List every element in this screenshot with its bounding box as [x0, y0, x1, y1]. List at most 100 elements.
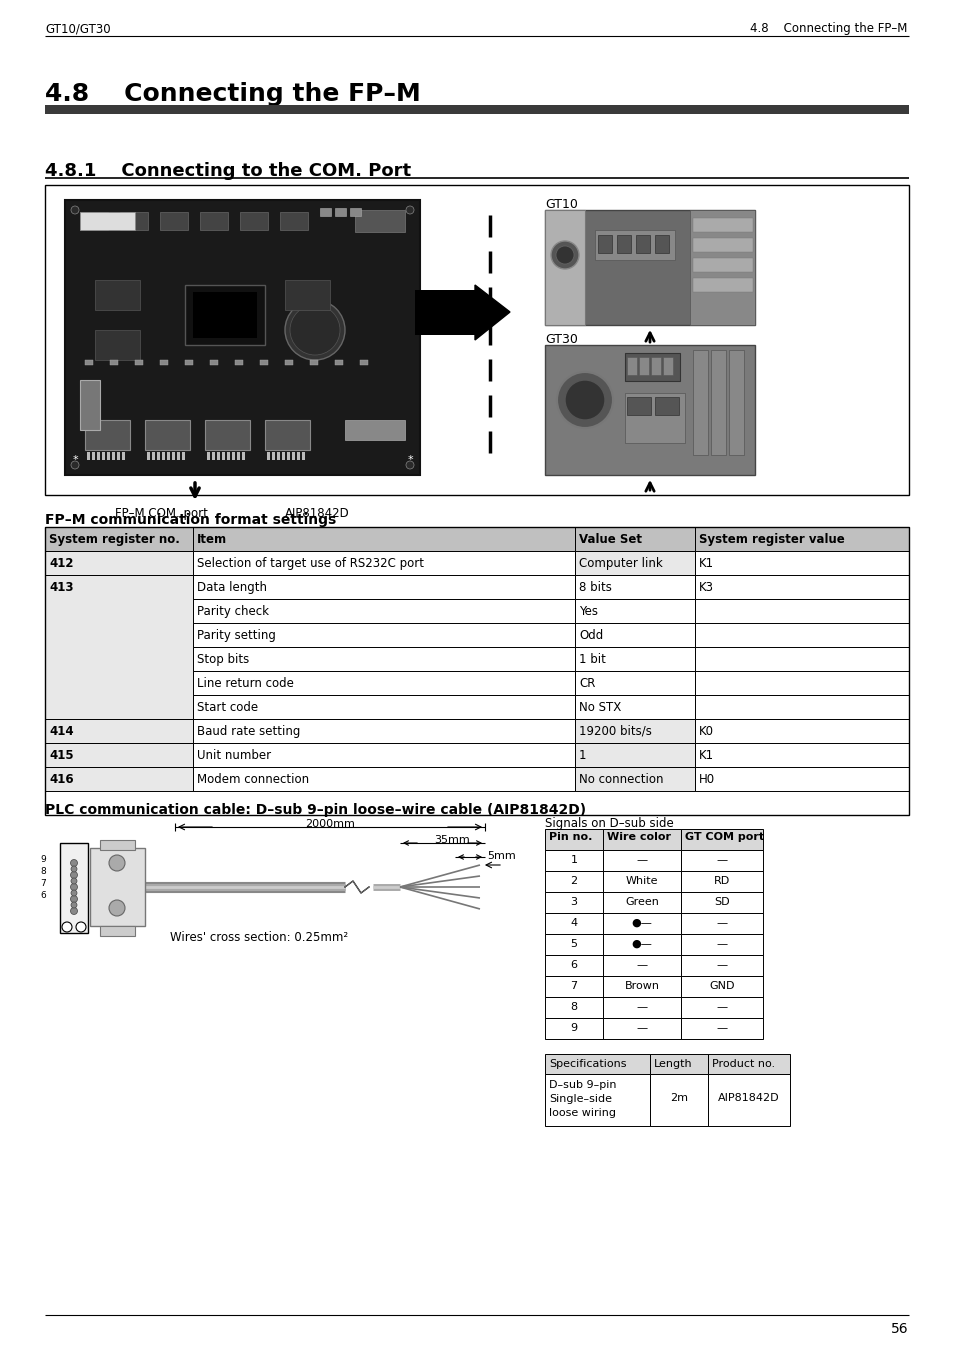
Text: System register no.: System register no. [49, 533, 180, 546]
Text: 416: 416 [49, 773, 73, 786]
Circle shape [71, 860, 77, 867]
Bar [680, 997, 762, 1018]
Text: Computer link: Computer link [578, 557, 662, 569]
Bar [160, 213, 188, 230]
Bar [595, 230, 675, 260]
Bar [95, 280, 140, 310]
Text: GT10: GT10 [544, 198, 578, 211]
Text: H0: H0 [699, 773, 715, 786]
Text: 4.8    Connecting the FP–M: 4.8 Connecting the FP–M [749, 22, 906, 35]
Bar [216, 452, 220, 460]
Text: 8: 8 [570, 1001, 577, 1012]
Text: —: — [636, 1023, 647, 1032]
Circle shape [71, 865, 77, 872]
Text: K3: K3 [699, 581, 713, 594]
Bar [680, 871, 762, 892]
Bar [200, 213, 228, 230]
Text: AIP81842D: AIP81842D [718, 1093, 779, 1102]
Circle shape [557, 371, 613, 428]
Bar [655, 397, 679, 415]
Bar [728, 350, 743, 455]
Text: 6: 6 [40, 891, 46, 900]
Bar [80, 213, 108, 230]
Bar [147, 452, 150, 460]
Bar [310, 359, 317, 365]
Text: —: — [716, 960, 727, 970]
Bar [193, 551, 575, 575]
Text: 1: 1 [578, 748, 586, 762]
Text: 56: 56 [890, 1322, 908, 1337]
Bar [222, 452, 225, 460]
Text: 35mm: 35mm [434, 835, 470, 845]
Bar [359, 359, 368, 365]
Text: 9: 9 [40, 855, 46, 864]
Bar [707, 1054, 789, 1074]
Text: 3: 3 [90, 882, 95, 890]
Text: 5: 5 [570, 940, 577, 949]
Bar [544, 1074, 649, 1127]
Text: PLC communication cable: D–sub 9–pin loose–wire cable (AIP81842D): PLC communication cable: D–sub 9–pin loo… [45, 804, 585, 817]
Bar [680, 892, 762, 913]
Bar [319, 209, 331, 215]
Bar [205, 420, 250, 450]
Bar [45, 743, 193, 767]
Text: —: — [716, 940, 727, 949]
Circle shape [109, 900, 125, 917]
Bar [575, 672, 695, 695]
Bar [276, 452, 280, 460]
Bar [296, 452, 299, 460]
Bar [193, 672, 575, 695]
Circle shape [71, 902, 77, 909]
Text: —: — [716, 855, 727, 865]
Bar [45, 575, 193, 719]
Text: 2000mm: 2000mm [305, 818, 355, 829]
Bar [145, 420, 190, 450]
Bar [602, 892, 680, 913]
Bar [575, 767, 695, 791]
Text: GT COM port: GT COM port [684, 832, 763, 843]
Text: No connection: No connection [578, 773, 662, 786]
Polygon shape [475, 285, 510, 341]
Text: 414: 414 [49, 725, 73, 738]
Bar [695, 767, 908, 791]
Bar [695, 528, 908, 551]
Bar [602, 851, 680, 871]
Bar [544, 956, 602, 976]
Text: GT30: GT30 [544, 332, 578, 346]
Bar [236, 452, 240, 460]
Text: K0: K0 [699, 725, 713, 738]
Bar [575, 575, 695, 599]
Bar [649, 1074, 707, 1127]
Bar [282, 452, 285, 460]
Bar [680, 829, 762, 851]
Bar [602, 976, 680, 997]
Bar [650, 357, 660, 376]
Circle shape [71, 206, 79, 214]
Bar [602, 934, 680, 956]
Bar [152, 452, 154, 460]
Text: 2: 2 [90, 870, 95, 878]
Bar [350, 209, 360, 215]
Text: 1 bit: 1 bit [578, 653, 605, 666]
Bar [85, 359, 92, 365]
Bar [355, 210, 405, 232]
Circle shape [71, 871, 77, 879]
Bar [193, 719, 575, 743]
Bar [45, 719, 193, 743]
Circle shape [71, 878, 77, 884]
Circle shape [62, 922, 71, 931]
Bar [45, 767, 193, 791]
Bar [680, 934, 762, 956]
Bar [680, 1018, 762, 1039]
Bar [193, 575, 575, 599]
Text: 6: 6 [570, 960, 577, 970]
Circle shape [556, 246, 574, 264]
Bar [680, 976, 762, 997]
Text: Product no.: Product no. [711, 1059, 774, 1069]
Bar [689, 210, 754, 324]
Text: —: — [636, 1001, 647, 1012]
Text: FP–M communication format settings: FP–M communication format settings [45, 513, 335, 528]
Text: loose wiring: loose wiring [548, 1108, 616, 1119]
Bar [91, 452, 95, 460]
Circle shape [71, 890, 77, 896]
